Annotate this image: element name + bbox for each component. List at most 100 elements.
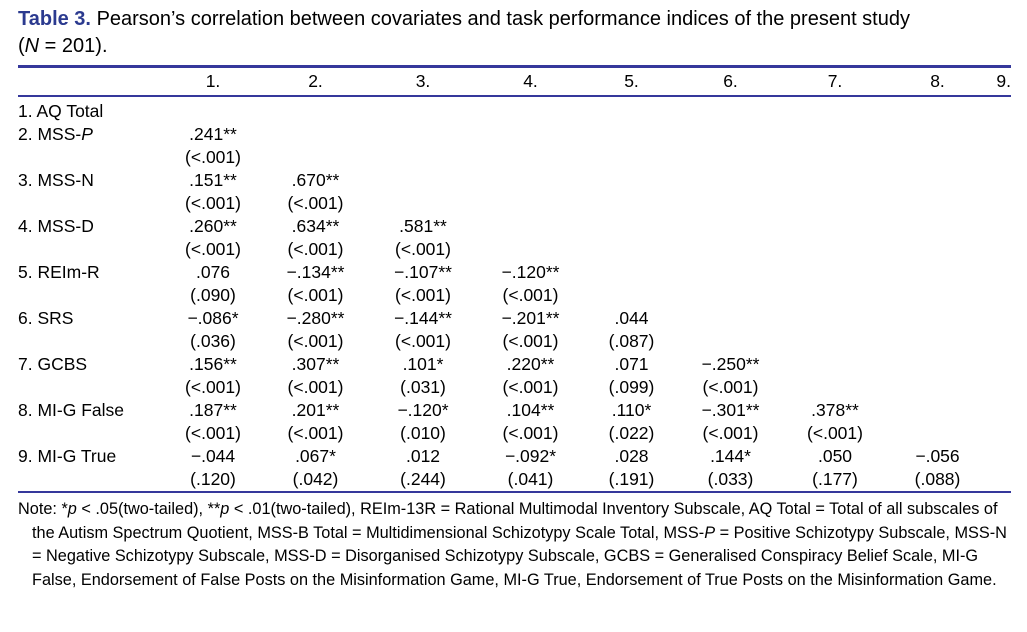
corr-cell: −.144** (<.001) bbox=[368, 307, 478, 353]
table-caption-sample-size: (N = 201). bbox=[18, 33, 1011, 60]
corr-cell bbox=[781, 261, 889, 307]
sample-size-symbol: N bbox=[24, 35, 40, 57]
corr-cell bbox=[889, 307, 986, 353]
p-value: (.033) bbox=[707, 468, 754, 489]
corr-cell bbox=[583, 261, 680, 307]
r-value: −.092* bbox=[504, 445, 557, 466]
corr-cell: .067* (.042) bbox=[263, 445, 368, 491]
r-value: .044 bbox=[614, 307, 649, 328]
p-value: (<.001) bbox=[395, 284, 451, 305]
corr-cell bbox=[163, 96, 263, 123]
p-value: (<.001) bbox=[502, 284, 559, 305]
corr-cell bbox=[583, 169, 680, 215]
p-value: (<.001) bbox=[185, 146, 241, 167]
p-value: (.191) bbox=[608, 468, 655, 489]
row-label: 3. MSS-N bbox=[18, 169, 94, 190]
corr-cell: −.086* (.036) bbox=[163, 307, 263, 353]
p-value: (.099) bbox=[608, 376, 655, 397]
corr-cell bbox=[986, 169, 1011, 215]
row-label: 8. MI-G False bbox=[18, 399, 124, 420]
corr-cell bbox=[986, 445, 1011, 491]
table-header: 1. 2. 3. 4. 5. 6. 7. 8. 9. bbox=[18, 67, 1011, 97]
corr-cell bbox=[986, 123, 1011, 169]
correlation-table: 1. 2. 3. 4. 5. 6. 7. 8. 9. 1. AQ Total 2. MSS-P .2… bbox=[18, 67, 1011, 491]
corr-cell bbox=[781, 353, 889, 399]
corr-cell: .076 (.090) bbox=[163, 261, 263, 307]
table-caption: Table 3. Pearson’s correlation between c… bbox=[18, 6, 1011, 60]
column-header: 2. bbox=[263, 67, 368, 97]
corr-cell bbox=[680, 307, 781, 353]
p-value: (<.001) bbox=[702, 422, 759, 443]
r-value: .101* bbox=[402, 353, 444, 374]
corr-cell bbox=[680, 123, 781, 169]
column-header: 3. bbox=[368, 67, 478, 97]
corr-cell bbox=[889, 215, 986, 261]
r-value: −.120* bbox=[397, 399, 449, 420]
r-value: −.250** bbox=[701, 353, 760, 374]
r-value: −.120** bbox=[501, 261, 560, 282]
p-value: (<.001) bbox=[287, 238, 344, 259]
r-value: .201** bbox=[291, 399, 340, 420]
corr-cell: .028 (.191) bbox=[583, 445, 680, 491]
column-header: 1. bbox=[163, 67, 263, 97]
corr-cell: .144* (.033) bbox=[680, 445, 781, 491]
corr-cell: −.250** (<.001) bbox=[680, 353, 781, 399]
r-value: −.144** bbox=[394, 307, 452, 328]
r-value: .028 bbox=[614, 445, 649, 466]
corr-cell bbox=[889, 96, 986, 123]
corr-cell bbox=[986, 96, 1011, 123]
p-value: (.010) bbox=[400, 422, 446, 443]
corr-cell bbox=[986, 353, 1011, 399]
table-row: 6. SRS −.086* (.036) −.280** (<.001) −.144**(… bbox=[18, 307, 1011, 353]
p-value: (<.001) bbox=[502, 330, 559, 351]
r-value: .581** bbox=[399, 215, 447, 236]
corr-cell: .378** (<.001) bbox=[781, 399, 889, 445]
column-header: 7. bbox=[781, 67, 889, 97]
corr-cell bbox=[680, 96, 781, 123]
p-value: (<.001) bbox=[287, 330, 344, 351]
r-value: −.086* bbox=[187, 307, 239, 328]
corr-cell bbox=[986, 399, 1011, 445]
corr-cell: .260** (<.001) bbox=[163, 215, 263, 261]
corr-cell: .201** (<.001) bbox=[263, 399, 368, 445]
corr-cell: −.120* (.010) bbox=[368, 399, 478, 445]
corr-cell: .110* (.022) bbox=[583, 399, 680, 445]
p-value: (<.001) bbox=[185, 238, 241, 259]
column-header: 5. bbox=[583, 67, 680, 97]
p-value: (.041) bbox=[507, 468, 554, 489]
corr-cell bbox=[478, 96, 583, 123]
r-value: .110* bbox=[611, 399, 652, 420]
corr-cell: −.280** (<.001) bbox=[263, 307, 368, 353]
corr-cell: .104** (<.001) bbox=[478, 399, 583, 445]
corr-cell bbox=[263, 123, 368, 169]
p-value: (<.001) bbox=[287, 192, 344, 213]
note-segment: Note: * bbox=[18, 500, 68, 518]
r-value: −.134** bbox=[286, 261, 345, 282]
corr-cell: .187** (<.001) bbox=[163, 399, 263, 445]
corr-cell bbox=[781, 215, 889, 261]
p-value: (<.001) bbox=[807, 422, 863, 443]
table-row: 5. REIm-R .076 (.090) −.134** (<.001) −.107**… bbox=[18, 261, 1011, 307]
r-value: .071 bbox=[614, 353, 649, 374]
corr-cell bbox=[368, 96, 478, 123]
p-value: (.031) bbox=[400, 376, 446, 397]
corr-cell: −.120** (<.001) bbox=[478, 261, 583, 307]
corr-cell bbox=[680, 261, 781, 307]
r-value: −.280** bbox=[286, 307, 345, 328]
p-value: (<.001) bbox=[502, 376, 559, 397]
corr-cell: .044 (.087) bbox=[583, 307, 680, 353]
r-value: .378** bbox=[811, 399, 859, 420]
r-value: .307** bbox=[291, 353, 340, 374]
p-value: (.177) bbox=[812, 468, 858, 489]
corr-cell: .307** (<.001) bbox=[263, 353, 368, 399]
corr-cell: .151** (<.001) bbox=[163, 169, 263, 215]
row-label: 1. AQ Total bbox=[18, 100, 104, 121]
p-value: (.042) bbox=[292, 468, 339, 489]
corr-cell bbox=[368, 169, 478, 215]
table-row: 8. MI-G False .187** (<.001) .201** (<.001) −… bbox=[18, 399, 1011, 445]
p-value: (.120) bbox=[190, 468, 236, 489]
corr-cell bbox=[986, 215, 1011, 261]
table-body: 1. AQ Total 2. MSS-P .241** (<.001) 3. MSS-N… bbox=[18, 96, 1011, 491]
corr-cell bbox=[889, 353, 986, 399]
p-value: (<.001) bbox=[395, 330, 451, 351]
